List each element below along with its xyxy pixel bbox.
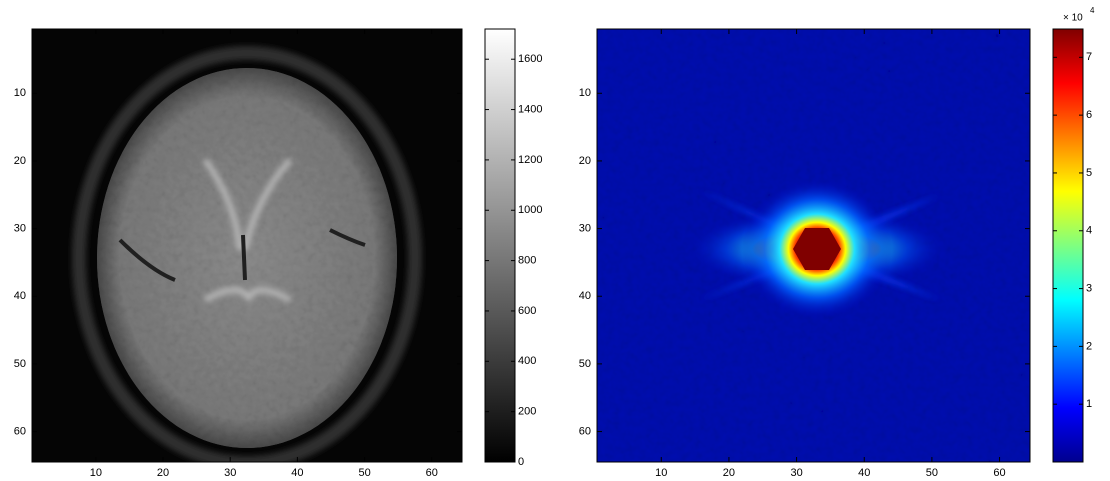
- image-kspace: [597, 29, 1030, 462]
- x-tick-label: 10: [90, 467, 102, 479]
- x-tick-label: 40: [858, 467, 870, 479]
- colorbar-tick-label: 1400: [518, 103, 542, 115]
- y-tick-label: 40: [579, 290, 591, 302]
- y-tick-label: 10: [579, 87, 591, 99]
- x-tick-label: 20: [723, 467, 735, 479]
- x-tick-label: 50: [358, 467, 370, 479]
- x-tick-label: 10: [655, 467, 667, 479]
- colorbar: [484, 28, 516, 463]
- y-tick-label: 50: [14, 358, 26, 370]
- x-tick-label: 60: [426, 467, 438, 479]
- colorbar-scale-exponent: 4: [1090, 6, 1095, 15]
- colorbar-tick-label: 400: [518, 355, 536, 367]
- colorbar: [1052, 28, 1084, 463]
- colorbar-tick-label: 4: [1086, 225, 1092, 237]
- colorbar-tick-label: 800: [518, 255, 536, 267]
- colorbar-tick-label: 7: [1086, 51, 1092, 63]
- axes-frame: [31, 28, 463, 463]
- y-tick-label: 30: [14, 222, 26, 234]
- colorbar-tick-label: 200: [518, 406, 536, 418]
- x-tick-label: 60: [993, 467, 1005, 479]
- y-tick-label: 20: [579, 155, 591, 167]
- axes-frame: [596, 28, 1031, 463]
- y-tick-label: 50: [579, 358, 591, 370]
- colorbar-tick-label: 0: [518, 456, 524, 468]
- colorbar-tick-label: 1000: [518, 204, 542, 216]
- y-tick-label: 40: [14, 290, 26, 302]
- x-tick-label: 30: [790, 467, 802, 479]
- x-tick-label: 40: [291, 467, 303, 479]
- y-tick-label: 30: [579, 222, 591, 234]
- x-tick-label: 20: [157, 467, 169, 479]
- colorbar-scale-label: × 10: [1063, 13, 1083, 24]
- image-gray: [32, 29, 462, 462]
- colorbar-tick-label: 1200: [518, 154, 542, 166]
- y-tick-label: 60: [14, 425, 26, 437]
- colorbar-tick-label: 600: [518, 305, 536, 317]
- colorbar-tick-label: 2: [1086, 340, 1092, 352]
- colorbar-tick-label: 1: [1086, 398, 1092, 410]
- colorbar-tick-label: 5: [1086, 167, 1092, 179]
- colorbar-tick-label: 6: [1086, 109, 1092, 121]
- x-tick-label: 30: [224, 467, 236, 479]
- y-tick-label: 20: [14, 155, 26, 167]
- colorbar-tick-label: 3: [1086, 282, 1092, 294]
- colorbar-tick-label: 1600: [518, 53, 542, 65]
- y-tick-label: 10: [14, 87, 26, 99]
- y-tick-label: 60: [579, 425, 591, 437]
- x-tick-label: 50: [926, 467, 938, 479]
